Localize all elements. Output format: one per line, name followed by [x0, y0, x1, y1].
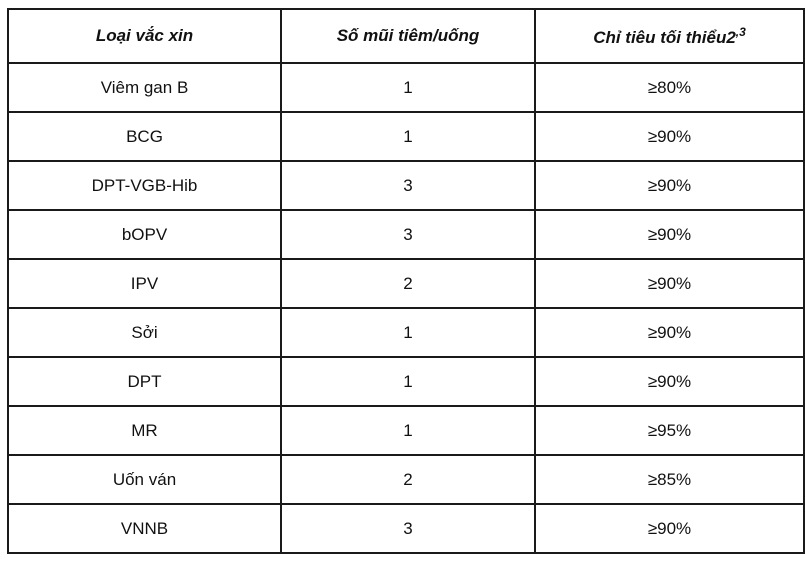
- header-vaccine-type: Loại vắc xin: [7, 8, 282, 64]
- cell-doses: 1: [280, 111, 536, 162]
- cell-doses: 3: [280, 503, 536, 554]
- cell-doses: 2: [280, 454, 536, 505]
- cell-target: ≥90%: [534, 160, 805, 211]
- table-body: Viêm gan B 1 ≥80% BCG 1 ≥90% DPT-VGB-Hib…: [7, 62, 805, 554]
- cell-doses: 1: [280, 62, 536, 113]
- header-doses: Số mũi tiêm/uống: [280, 8, 536, 64]
- table-row: IPV 2 ≥90%: [7, 258, 805, 309]
- cell-vaccine: VNNB: [7, 503, 282, 554]
- cell-doses: 1: [280, 405, 536, 456]
- cell-doses: 3: [280, 160, 536, 211]
- cell-target: ≥90%: [534, 111, 805, 162]
- table-header: Loại vắc xin Số mũi tiêm/uống Chỉ tiêu t…: [7, 8, 805, 64]
- table-row: DPT 1 ≥90%: [7, 356, 805, 407]
- cell-doses: 1: [280, 307, 536, 358]
- table-row: Uốn ván 2 ≥85%: [7, 454, 805, 505]
- table-row: Viêm gan B 1 ≥80%: [7, 62, 805, 113]
- header-min-target-superscript: ,3: [735, 24, 746, 39]
- cell-target: ≥95%: [534, 405, 805, 456]
- cell-vaccine: Sởi: [7, 307, 282, 358]
- header-row: Loại vắc xin Số mũi tiêm/uống Chỉ tiêu t…: [7, 8, 805, 64]
- cell-target: ≥85%: [534, 454, 805, 505]
- table-row: DPT-VGB-Hib 3 ≥90%: [7, 160, 805, 211]
- cell-target: ≥90%: [534, 209, 805, 260]
- cell-vaccine: BCG: [7, 111, 282, 162]
- cell-vaccine: DPT-VGB-Hib: [7, 160, 282, 211]
- table-row: Sởi 1 ≥90%: [7, 307, 805, 358]
- cell-target: ≥80%: [534, 62, 805, 113]
- header-min-target: Chỉ tiêu tối thiểu2,3: [534, 8, 805, 64]
- table-row: bOPV 3 ≥90%: [7, 209, 805, 260]
- table-row: BCG 1 ≥90%: [7, 111, 805, 162]
- cell-doses: 2: [280, 258, 536, 309]
- cell-vaccine: IPV: [7, 258, 282, 309]
- table-row: MR 1 ≥95%: [7, 405, 805, 456]
- cell-target: ≥90%: [534, 503, 805, 554]
- cell-target: ≥90%: [534, 356, 805, 407]
- table-row: VNNB 3 ≥90%: [7, 503, 805, 554]
- cell-vaccine: Viêm gan B: [7, 62, 282, 113]
- cell-target: ≥90%: [534, 258, 805, 309]
- cell-vaccine: Uốn ván: [7, 454, 282, 505]
- header-min-target-label: Chỉ tiêu tối thiểu2: [593, 27, 736, 47]
- cell-vaccine: bOPV: [7, 209, 282, 260]
- cell-doses: 3: [280, 209, 536, 260]
- vaccine-table: Loại vắc xin Số mũi tiêm/uống Chỉ tiêu t…: [7, 8, 805, 554]
- cell-target: ≥90%: [534, 307, 805, 358]
- cell-vaccine: MR: [7, 405, 282, 456]
- cell-doses: 1: [280, 356, 536, 407]
- cell-vaccine: DPT: [7, 356, 282, 407]
